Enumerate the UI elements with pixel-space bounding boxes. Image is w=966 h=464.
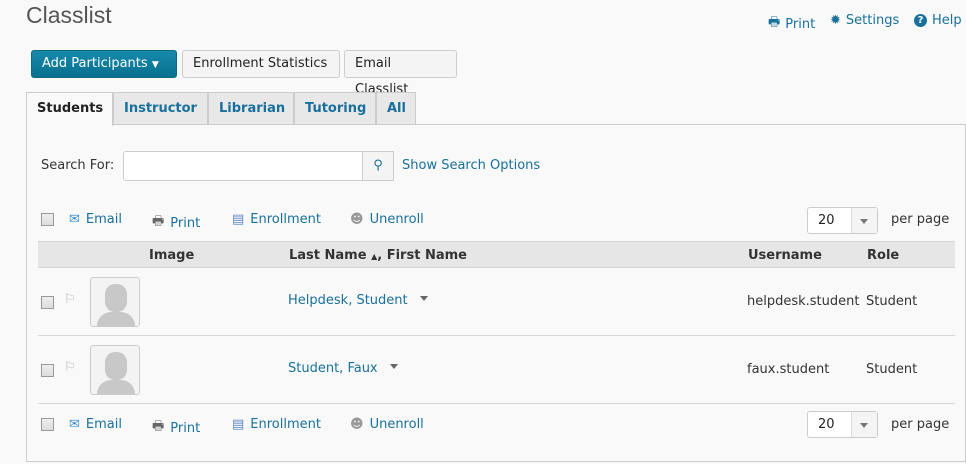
select-all-checkbox[interactable] xyxy=(41,213,54,226)
tab-all[interactable]: All xyxy=(376,92,416,125)
role: Student xyxy=(866,294,918,309)
enrollment-statistics-button[interactable]: Enrollment Statistics xyxy=(182,50,340,78)
table-row: ⚐ Student, Faux faux.student Student xyxy=(38,336,955,404)
select-all-checkbox[interactable] xyxy=(41,418,54,431)
username: faux.student xyxy=(747,362,830,377)
role: Student xyxy=(866,362,918,377)
search-icon: ⚲ xyxy=(373,158,383,173)
context-menu-icon xyxy=(419,296,428,305)
page-title: Classlist xyxy=(26,2,112,28)
user-remove-icon: ☻ xyxy=(350,212,364,227)
col-username[interactable]: Username xyxy=(748,248,822,263)
printer-icon: 🖶 xyxy=(152,214,165,229)
help-link[interactable]: ? Help xyxy=(914,13,962,28)
sort-asc-icon: ▲ xyxy=(371,252,378,261)
table-header: Image Last Name ▲, First Name Username R… xyxy=(38,241,955,268)
username: helpdesk.student xyxy=(747,294,860,309)
email-icon: ✉ xyxy=(69,417,80,432)
user-remove-icon: ☻ xyxy=(350,417,364,432)
tab-students[interactable]: Students xyxy=(26,92,113,126)
email-icon: ✉ xyxy=(69,212,80,227)
printer-icon: 🖶 xyxy=(152,419,165,434)
enrollment-action[interactable]: ▤ Enrollment xyxy=(232,417,321,432)
print-action[interactable]: 🖶 Print xyxy=(152,417,200,439)
id-card-icon: ▤ xyxy=(232,212,245,227)
per-page-select[interactable]: 20 xyxy=(807,207,878,234)
user-name-link[interactable]: Student, Faux xyxy=(288,361,398,376)
unenroll-action[interactable]: ☻ Unenroll xyxy=(350,212,424,227)
help-icon: ? xyxy=(914,14,927,27)
enrollment-action[interactable]: ▤ Enrollment xyxy=(232,212,321,227)
per-page-select[interactable]: 20 xyxy=(807,411,878,438)
search-label: Search For: xyxy=(41,158,115,173)
chevron-down-icon xyxy=(851,208,877,233)
show-search-options-link[interactable]: Show Search Options xyxy=(402,158,541,173)
per-page-label: per page xyxy=(891,417,950,432)
flag-icon[interactable]: ⚐ xyxy=(64,292,76,307)
email-classlist-button[interactable]: Email Classlist xyxy=(344,50,457,97)
printer-icon: 🖶 xyxy=(768,15,781,30)
settings-link[interactable]: ✹ Settings xyxy=(830,13,900,28)
tab-instructor[interactable]: Instructor xyxy=(113,92,208,125)
caret-down-icon: ▼ xyxy=(151,60,159,70)
row-checkbox[interactable] xyxy=(41,296,54,309)
email-action[interactable]: ✉ Email xyxy=(69,417,122,432)
email-action[interactable]: ✉ Email xyxy=(69,212,122,227)
context-menu-icon xyxy=(389,364,398,373)
col-image: Image xyxy=(149,248,195,263)
tab-librarian[interactable]: Librarian xyxy=(208,92,294,125)
tab-tutoring[interactable]: Tutoring xyxy=(294,92,376,125)
gear-icon: ✹ xyxy=(830,13,841,28)
print-action[interactable]: 🖶 Print xyxy=(152,212,200,234)
id-card-icon: ▤ xyxy=(232,417,245,432)
col-name[interactable]: Last Name ▲, First Name xyxy=(289,248,467,263)
chevron-down-icon xyxy=(851,412,877,437)
per-page-label: per page xyxy=(891,212,950,227)
row-checkbox[interactable] xyxy=(41,364,54,377)
col-role[interactable]: Role xyxy=(867,248,900,263)
flag-icon[interactable]: ⚐ xyxy=(64,360,76,375)
print-link[interactable]: 🖶 Print xyxy=(768,13,815,35)
avatar xyxy=(90,345,140,395)
avatar xyxy=(90,277,140,327)
search-button[interactable]: ⚲ xyxy=(362,151,394,181)
user-name-link[interactable]: Helpdesk, Student xyxy=(288,293,428,308)
unenroll-action[interactable]: ☻ Unenroll xyxy=(350,417,424,432)
add-participants-button[interactable]: Add Participants ▼ xyxy=(31,50,177,78)
search-input[interactable] xyxy=(123,151,363,181)
table-row: ⚐ Helpdesk, Student helpdesk.student Stu… xyxy=(38,268,955,336)
